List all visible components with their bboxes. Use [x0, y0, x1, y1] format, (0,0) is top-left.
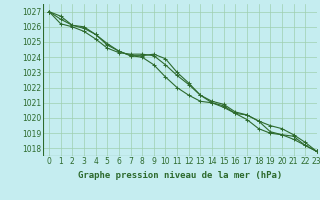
X-axis label: Graphe pression niveau de la mer (hPa): Graphe pression niveau de la mer (hPa)	[78, 171, 282, 180]
